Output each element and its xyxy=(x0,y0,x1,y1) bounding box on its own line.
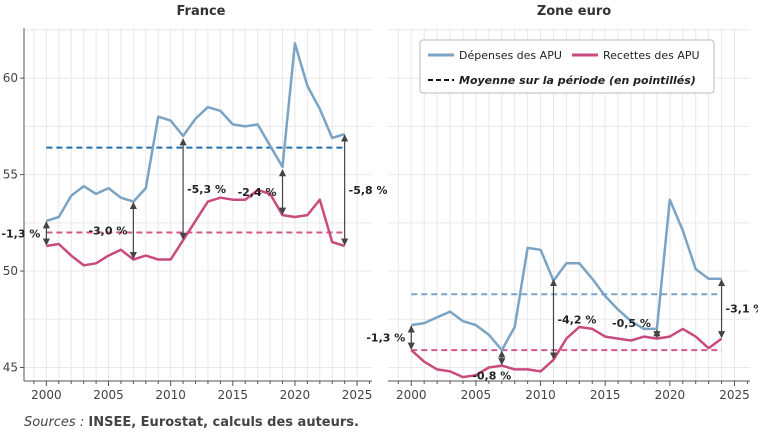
x-tick-label: 2015 xyxy=(590,388,621,402)
gap-label: -5,3 % xyxy=(187,183,226,196)
gap-label: -0,5 % xyxy=(612,317,651,330)
gap-label: -0,8 % xyxy=(472,370,511,383)
chart-title: Zone euro xyxy=(537,4,611,19)
x-tick-label: 2005 xyxy=(461,388,492,402)
series-line-depenses xyxy=(411,198,722,352)
series-line-depenses xyxy=(46,42,346,223)
chart-title: France xyxy=(176,4,225,19)
gap-label: -2,4 % xyxy=(238,186,277,199)
x-tick-label: 2020 xyxy=(655,388,686,402)
legend-box xyxy=(419,39,715,94)
gap-label: -4,2 % xyxy=(557,313,596,326)
source-note: Sources : INSEE, Eurostat, calculs des a… xyxy=(24,415,359,430)
y-tick-label: 55 xyxy=(3,168,18,182)
y-tick-label: 45 xyxy=(3,360,18,374)
legend: Dépenses des APU Recettes des APU Moyenne … xyxy=(419,39,715,94)
x-tick-label: 2000 xyxy=(31,388,62,402)
legend-label-moyenne: Moyenne sur la période (en pointillés) xyxy=(459,74,696,87)
x-tick-label: 2025 xyxy=(342,388,373,402)
x-tick-label: 2010 xyxy=(525,388,556,402)
panel-zone-euro: 2000 2005 2010 2015 2020 2025 Zone euro -1,3 % -… xyxy=(366,4,758,402)
panel-france: 2000 2005 2010 2015 2020 2025 45 50 55 60 France -1… xyxy=(1,4,387,402)
legend-label-depenses: Dépenses des APU xyxy=(459,49,562,62)
series-line-recettes xyxy=(46,188,346,267)
gap-label: -5,8 % xyxy=(349,184,388,197)
gap-label: -1,3 % xyxy=(1,227,40,240)
gap-label: -3,0 % xyxy=(88,225,127,238)
x-tick-label: 2005 xyxy=(93,388,124,402)
series-line-recettes xyxy=(410,325,723,379)
source-text: INSEE, Eurostat, calculs des auteurs. xyxy=(88,415,359,430)
x-tick-label: 2000 xyxy=(396,388,427,402)
gap-label: -1,3 % xyxy=(366,332,405,345)
x-tick-label: 2020 xyxy=(280,388,311,402)
y-tick-label: 60 xyxy=(3,71,18,85)
gap-label: -3,1 % xyxy=(726,303,758,316)
source-label: Sources : xyxy=(24,415,85,430)
x-tick-label: 2015 xyxy=(218,388,249,402)
y-tick-label: 50 xyxy=(3,264,18,278)
x-tick-label: 2010 xyxy=(155,388,186,402)
x-tick-label: 2025 xyxy=(719,388,750,402)
legend-label-recettes: Recettes des APU xyxy=(603,49,700,62)
